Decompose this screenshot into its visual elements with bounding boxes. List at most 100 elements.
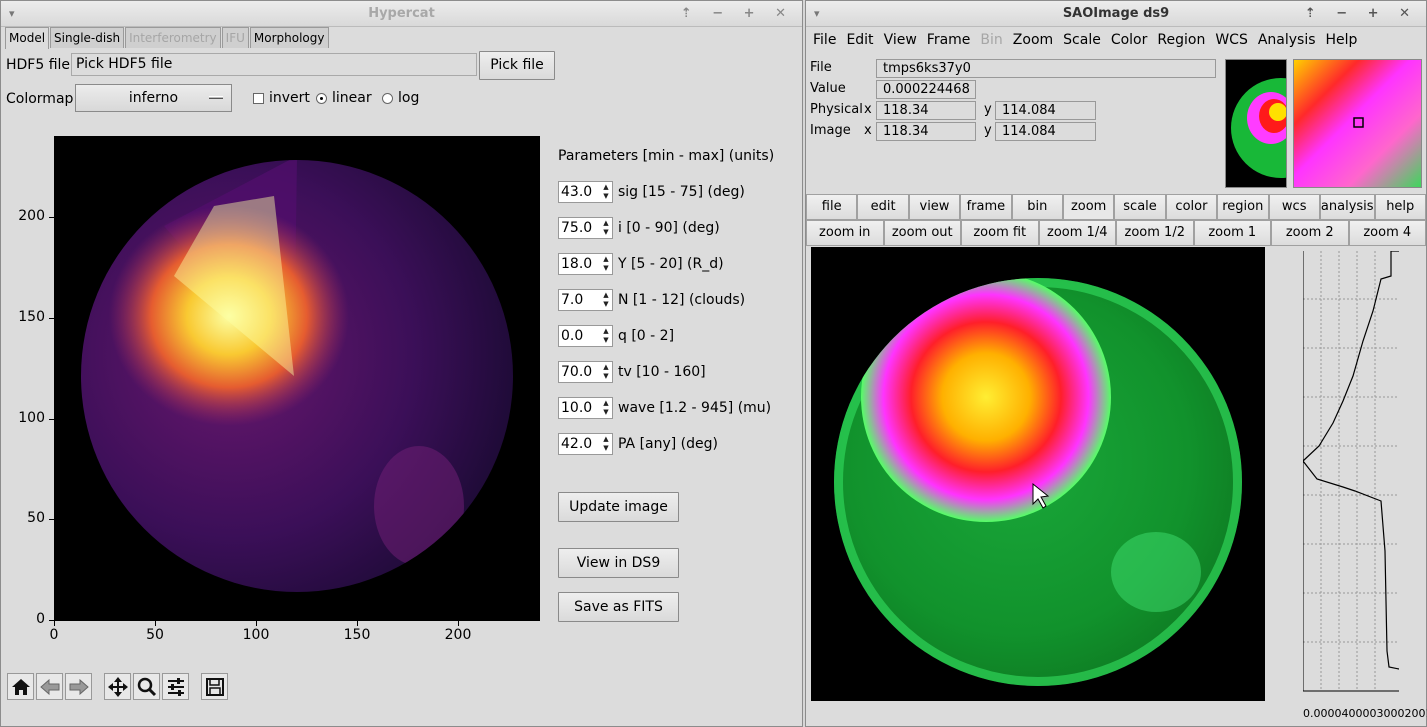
spin-arrows-icon[interactable]: ▲ ▼ <box>603 255 609 272</box>
param-wave-spinbox[interactable]: 10.0 ▲ ▼ <box>558 397 613 419</box>
param-pa-spinbox[interactable]: 42.0 ▲ ▼ <box>558 433 613 455</box>
parameters-heading: Parameters [min - max] (units) <box>558 148 775 164</box>
param-i-spinbox[interactable]: 75.0 ▲ ▼ <box>558 217 613 239</box>
pick-file-button[interactable]: Pick file <box>479 51 555 80</box>
hypercat-titlebar[interactable]: ▾ Hypercat ⇡ − + ✕ <box>1 1 802 27</box>
x-tick-mark <box>54 621 55 626</box>
forward-arrow-icon[interactable] <box>65 673 92 700</box>
menu-region[interactable]: Region <box>1157 32 1206 48</box>
save-as-fits-button[interactable]: Save as FITS <box>558 592 679 622</box>
btn-region[interactable]: region <box>1217 194 1269 220</box>
ds9-titlebar[interactable]: ▾ SAOImage ds9 ⇡ − + ✕ <box>806 1 1426 27</box>
save-icon[interactable] <box>201 673 228 700</box>
btn-zoom-out[interactable]: zoom out <box>883 220 961 246</box>
param-sig-spinbox[interactable]: 43.0 ▲ ▼ <box>558 181 613 203</box>
tab-single-dish[interactable]: Single-dish <box>50 27 125 48</box>
image-y-value: 114.084 <box>995 122 1096 141</box>
spin-arrows-icon[interactable]: ▲ ▼ <box>603 219 609 236</box>
view-in-ds9-button[interactable]: View in DS9 <box>558 548 679 578</box>
btn-zoom-1-4[interactable]: zoom 1/4 <box>1038 220 1116 246</box>
value-value: 0.000224468 <box>876 80 976 99</box>
spinbox-value: 10.0 <box>561 400 593 416</box>
btn-zoom-4[interactable]: zoom 4 <box>1348 220 1426 246</box>
colormap-select[interactable]: inferno <box>75 84 232 112</box>
tab-model[interactable]: Model <box>5 27 50 49</box>
invert-checkbox[interactable]: invert <box>253 90 310 106</box>
btn-scale[interactable]: scale <box>1114 194 1166 220</box>
btn-analysis[interactable]: analysis <box>1319 194 1375 220</box>
window-menu-icon[interactable]: ▾ <box>814 7 820 20</box>
menu-color[interactable]: Color <box>1110 32 1148 48</box>
log-radio[interactable]: log <box>382 90 419 106</box>
param-q-spinbox[interactable]: 0.0 ▲ ▼ <box>558 325 613 347</box>
configure-icon[interactable] <box>162 673 189 700</box>
spin-arrows-icon[interactable]: ▲ ▼ <box>603 363 609 380</box>
y-tick-label: 0 <box>36 611 45 627</box>
zoom-icon[interactable] <box>133 673 160 700</box>
back-arrow-icon[interactable] <box>36 673 63 700</box>
x-tick-mark <box>256 621 257 626</box>
window-menu-icon[interactable]: ▾ <box>9 7 15 20</box>
pan-icon[interactable] <box>104 673 131 700</box>
param-n-spinbox[interactable]: 7.0 ▲ ▼ <box>558 289 613 311</box>
menu-file[interactable]: File <box>813 32 837 48</box>
btn-zoom[interactable]: zoom <box>1062 194 1115 220</box>
btn-zoom-fit[interactable]: zoom fit <box>961 220 1039 246</box>
param-sig: 43.0 ▲ ▼ sig [15 - 75] (deg) <box>558 181 745 203</box>
menu-frame[interactable]: Frame <box>926 32 971 48</box>
spin-arrows-icon[interactable]: ▲ ▼ <box>603 399 609 416</box>
model-image-plot[interactable] <box>54 136 540 621</box>
y-tick-mark <box>49 620 54 621</box>
panner-thumbnail[interactable] <box>1225 59 1287 188</box>
window-controls[interactable]: ⇡ − + ✕ <box>680 6 794 21</box>
btn-zoom-in[interactable]: zoom in <box>806 220 884 246</box>
x-tick-mark <box>458 621 459 626</box>
window-controls[interactable]: ⇡ − + ✕ <box>1304 6 1418 21</box>
radio-selected-icon <box>316 92 327 104</box>
menu-view[interactable]: View <box>883 32 917 48</box>
log-label: log <box>398 90 420 106</box>
magnifier <box>1293 59 1422 188</box>
tab-bar: Model Single-dish Interferometry IFU Mor… <box>5 27 330 49</box>
x-tick-label: 150 <box>343 627 371 643</box>
physical-x-value: 118.34 <box>876 101 976 120</box>
spinbox-value: 43.0 <box>561 184 593 200</box>
ds9-menubar: File Edit View Frame Bin Zoom Scale Colo… <box>806 28 1426 52</box>
ds9-image-canvas[interactable] <box>811 247 1265 701</box>
menu-help[interactable]: Help <box>1325 32 1358 48</box>
spin-arrows-icon[interactable]: ▲ ▼ <box>603 291 609 308</box>
param-tv-spinbox[interactable]: 70.0 ▲ ▼ <box>558 361 613 383</box>
btn-wcs[interactable]: wcs <box>1268 194 1320 220</box>
param-pa: 42.0 ▲ ▼ PA [any] (deg) <box>558 433 718 455</box>
btn-zoom-1-2[interactable]: zoom 1/2 <box>1116 220 1194 246</box>
colormap-label: Colormap <box>6 91 74 107</box>
param-q: 0.0 ▲ ▼ q [0 - 2] <box>558 325 674 347</box>
menu-zoom[interactable]: Zoom <box>1012 32 1054 48</box>
hdf5-file-field[interactable]: Pick HDF5 file <box>71 53 477 76</box>
menu-scale[interactable]: Scale <box>1063 32 1101 48</box>
spin-arrows-icon[interactable]: ▲ ▼ <box>603 435 609 452</box>
spin-arrows-icon[interactable]: ▲ ▼ <box>603 183 609 200</box>
menu-edit[interactable]: Edit <box>846 32 874 48</box>
menu-analysis[interactable]: Analysis <box>1257 32 1316 48</box>
x-tick-label: 200 <box>444 627 472 643</box>
btn-zoom-2[interactable]: zoom 2 <box>1271 220 1349 246</box>
btn-frame[interactable]: frame <box>960 194 1012 220</box>
btn-bin[interactable]: bin <box>1011 194 1063 220</box>
spin-arrows-icon[interactable]: ▲ ▼ <box>603 327 609 344</box>
menu-wcs[interactable]: WCS <box>1215 32 1248 48</box>
linear-radio[interactable]: linear <box>316 90 372 106</box>
btn-edit[interactable]: edit <box>857 194 909 220</box>
btn-view[interactable]: view <box>908 194 961 220</box>
btn-help[interactable]: help <box>1374 194 1426 220</box>
param-y-spinbox[interactable]: 18.0 ▲ ▼ <box>558 253 613 275</box>
btn-color[interactable]: color <box>1165 194 1218 220</box>
home-icon[interactable] <box>7 673 34 700</box>
btn-file[interactable]: file <box>806 194 858 220</box>
param-y: 18.0 ▲ ▼ Y [5 - 20] (R_d) <box>558 253 724 275</box>
param-sig-label: sig [15 - 75] (deg) <box>618 184 745 200</box>
tab-morphology[interactable]: Morphology <box>249 27 329 48</box>
spinbox-value: 42.0 <box>561 436 593 452</box>
btn-zoom-1[interactable]: zoom 1 <box>1193 220 1271 246</box>
update-image-button[interactable]: Update image <box>558 492 679 522</box>
